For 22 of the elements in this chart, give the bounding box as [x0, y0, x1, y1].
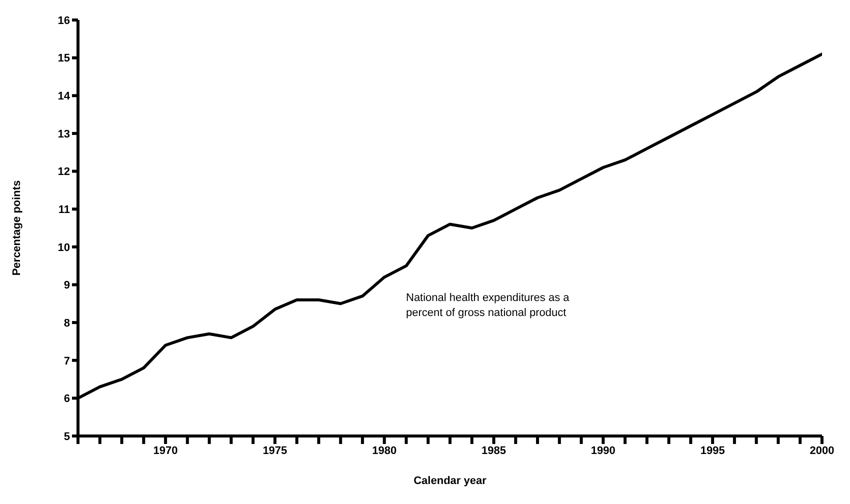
x-tick-label: 1970 [153, 444, 178, 457]
x-tick-label: 1985 [482, 444, 506, 457]
x-tick-label: 1980 [372, 444, 397, 457]
x-tick-label: 1975 [262, 444, 288, 457]
y-tick-label: 8 [64, 317, 70, 330]
y-tick-label: 7 [64, 355, 70, 368]
y-tick-label: 6 [64, 393, 70, 406]
y-tick-label: 14 [58, 90, 71, 103]
y-axis-title: Percentage points [10, 180, 23, 276]
x-tick-label: 1990 [590, 444, 616, 457]
y-tick-label: 16 [58, 14, 70, 27]
y-tick-label: 10 [58, 242, 70, 254]
y-tick-label: 12 [58, 166, 70, 178]
annotation: National health expenditures as a percent of gross national product [406, 291, 570, 321]
x-tick-label: 1995 [700, 444, 725, 457]
x-axis-title: Calendar year [414, 475, 488, 487]
y-tick-label: 15 [58, 52, 70, 65]
x-tick-label: 2000 [810, 444, 834, 457]
y-tick-label: 5 [64, 430, 70, 443]
y-tick-label: 9 [64, 280, 70, 292]
y-tick-label: 13 [58, 128, 70, 140]
y-tick-label: 11 [58, 204, 70, 216]
